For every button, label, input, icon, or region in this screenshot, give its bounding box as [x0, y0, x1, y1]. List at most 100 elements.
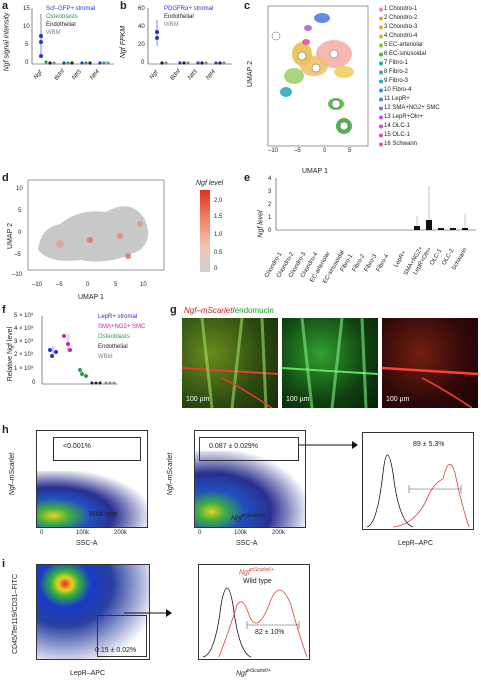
panel-e-ytick-3: 3 — [268, 189, 272, 195]
panel-h-gate-ko: 0.087 ± 0.029% — [209, 443, 258, 450]
cluster-15: 15 OLC-1 — [384, 132, 411, 138]
cluster-7: 7 Fibro-1 — [384, 60, 409, 66]
panel-h-xlabel-ko: SSC-A — [236, 540, 258, 547]
micrograph-merge-scale: 100 µm — [186, 396, 210, 403]
cluster-11: 11 LepR+ — [384, 96, 410, 102]
gate-box — [97, 615, 147, 657]
panel-g-title-red: Ngf–mScarlet — [184, 306, 233, 315]
panel-b-ytick-0: 0 — [141, 60, 145, 66]
panel-b-legend-2: Endothelial — [164, 14, 194, 20]
panel-c-xtick-2: –5 — [294, 148, 301, 154]
cluster-16: 16 Schwann — [384, 141, 418, 147]
panel-e-xticks: Chondro-1 Chondro-2 Chondro-3 Chondro-4 … — [264, 238, 478, 298]
panel-b-ytick-60: 60 — [138, 6, 145, 12]
panel-c-xtick-4: 5 — [348, 148, 352, 154]
panel-a-ytick-0: 0 — [25, 60, 29, 66]
cluster-color-dots — [379, 7, 383, 147]
panel-h-wt-label: Wild type — [89, 511, 118, 518]
panel-h-xtick-ko-3: 200k — [272, 530, 286, 536]
micrograph-green-vessels — [282, 318, 378, 408]
panel-d-xtick-2: –5 — [56, 282, 63, 288]
panel-f-ytick-3: 3 × 10³ — [14, 339, 33, 345]
panel-h-hist-curves — [366, 454, 470, 528]
panel-f-legend-2: SMA+NG2+ SMC — [98, 324, 146, 330]
panel-i-hist-curves — [202, 587, 308, 658]
panel-d-cbar-0.5: 0.5 — [214, 250, 223, 256]
panel-d-colorbar — [200, 190, 210, 272]
panel-a-legend-2: Osteoblasts — [46, 14, 78, 20]
panel-d-umap — [27, 179, 165, 271]
cluster-6: 6 EC-sinusoidal — [384, 51, 427, 57]
panel-h-ko-sup: mScarlet/+ — [241, 513, 266, 519]
panel-f-legend-4: Endothelial — [98, 344, 128, 350]
flow-density — [37, 471, 147, 527]
cluster-5: 5 EC-arteriolar — [384, 42, 424, 48]
panel-h-ylabel-ko: Ngf–mScarlet — [167, 452, 175, 496]
flow-density — [37, 565, 149, 659]
panel-i-hist-genotype: NgfmScarlet/+ — [239, 567, 274, 576]
panel-i-hist-pct: 82 ± 10% — [255, 629, 285, 636]
panel-label-c: c — [244, 0, 251, 12]
panel-label-f: f — [2, 304, 6, 316]
panel-b-ylabel: Ngf FPKM — [120, 25, 128, 59]
panel-h-arrow — [298, 441, 358, 449]
panel-i-hist-xlabel: NgfmScarlet/+ — [236, 668, 271, 677]
panel-label-h: h — [2, 424, 9, 436]
panel-d-ytick-3: 0 — [18, 230, 22, 236]
panel-i-hist-xname: Ngf — [236, 670, 247, 678]
panel-a-ytick-10: 10 — [23, 24, 30, 30]
panel-f-legend-5: WBM — [98, 354, 113, 360]
panel-h-flow-wt: <0.001% Wild type — [36, 430, 148, 528]
cluster-13: 13 LepR+Oln+ — [384, 114, 424, 120]
cluster-2: 2 Chondro-2 — [384, 15, 418, 21]
panel-a-legend-1: Scf–GFP+ stromal — [46, 6, 96, 12]
panel-d-ylabel: UMAP 2 — [6, 223, 14, 249]
panel-g-title-sep: / — [232, 306, 235, 315]
panel-h-flow-ko: 0.087 ± 0.029% NgfmScarlet/+ — [194, 430, 306, 528]
panel-a-legend-3: Endothelial — [46, 22, 76, 28]
panel-e-ytick-0: 0 — [268, 228, 272, 234]
panel-i-hist-wt: Wild type — [243, 578, 272, 585]
panel-f-legend-1: LepR+ stromal — [98, 314, 138, 320]
panel-b-ytick-20: 20 — [138, 42, 145, 48]
panel-f-ytick-2: 2 × 10³ — [14, 352, 33, 358]
panel-d-ytick-4: –5 — [14, 252, 21, 258]
panel-h-xtick-2: 100k — [76, 530, 90, 536]
panel-c-xtick-1: –10 — [268, 148, 279, 154]
panel-a-ytick-15: 15 — [23, 6, 30, 12]
cluster-9: 9 Fibro-3 — [384, 78, 409, 84]
panel-g-title: Ngf–mScarlet/endomucin — [184, 306, 274, 315]
panel-e-ytick-2: 2 — [268, 202, 272, 208]
panel-i-gate-pct: 0.15 ± 0.02% — [95, 647, 137, 654]
panel-h-hist-xlabel: LepR–APC — [398, 540, 434, 547]
cluster-10: 10 Fibro-4 — [384, 87, 412, 93]
cluster-4: 4 Chondro-4 — [384, 33, 418, 39]
panel-d-cbar-2.0: 2.0 — [214, 198, 223, 204]
panel-label-e: e — [244, 172, 251, 184]
panel-d-legend-title: Ngf level — [196, 180, 224, 187]
panel-f-ytick-5: 5 × 10³ — [14, 313, 33, 319]
panel-g-title-green: endomucin — [234, 306, 274, 315]
panel-h-gate-wt: <0.001% — [63, 443, 91, 450]
panel-b-legend-3: WBM — [164, 22, 179, 28]
panel-i-flow: 0.15 ± 0.02% — [36, 564, 150, 660]
panel-label-i: i — [2, 558, 6, 570]
panel-h-histogram: 89 ± 5.3% — [362, 432, 474, 530]
panel-f-ytick-4: 4 × 10³ — [14, 326, 33, 332]
panel-d-cbar-1.0: 1.0 — [214, 232, 223, 238]
gate-box — [199, 437, 299, 461]
panel-e-ytick-4: 4 — [268, 176, 272, 182]
panel-e-barplot — [275, 178, 476, 231]
panel-d-xtick-4: 5 — [114, 282, 118, 288]
cluster-14: 14 OLC-1 — [384, 123, 411, 129]
panel-h-xtick-ko-2: 100k — [234, 530, 248, 536]
micrograph-merge-vessels — [182, 318, 278, 408]
panel-f-ytick-0: 0 — [32, 380, 36, 386]
panel-h-xtick-1: 0 — [40, 530, 44, 536]
panel-b-legend-1: PDGFRα+ stromal — [164, 6, 214, 12]
micrograph-green: 100 µm — [282, 318, 378, 408]
panel-d-ytick-2: 5 — [18, 208, 22, 214]
panel-e-ytick-1: 1 — [268, 215, 272, 221]
panel-h-xtick-3: 200k — [114, 530, 128, 536]
panel-d-cbar-1.5: 1.5 — [214, 214, 223, 220]
